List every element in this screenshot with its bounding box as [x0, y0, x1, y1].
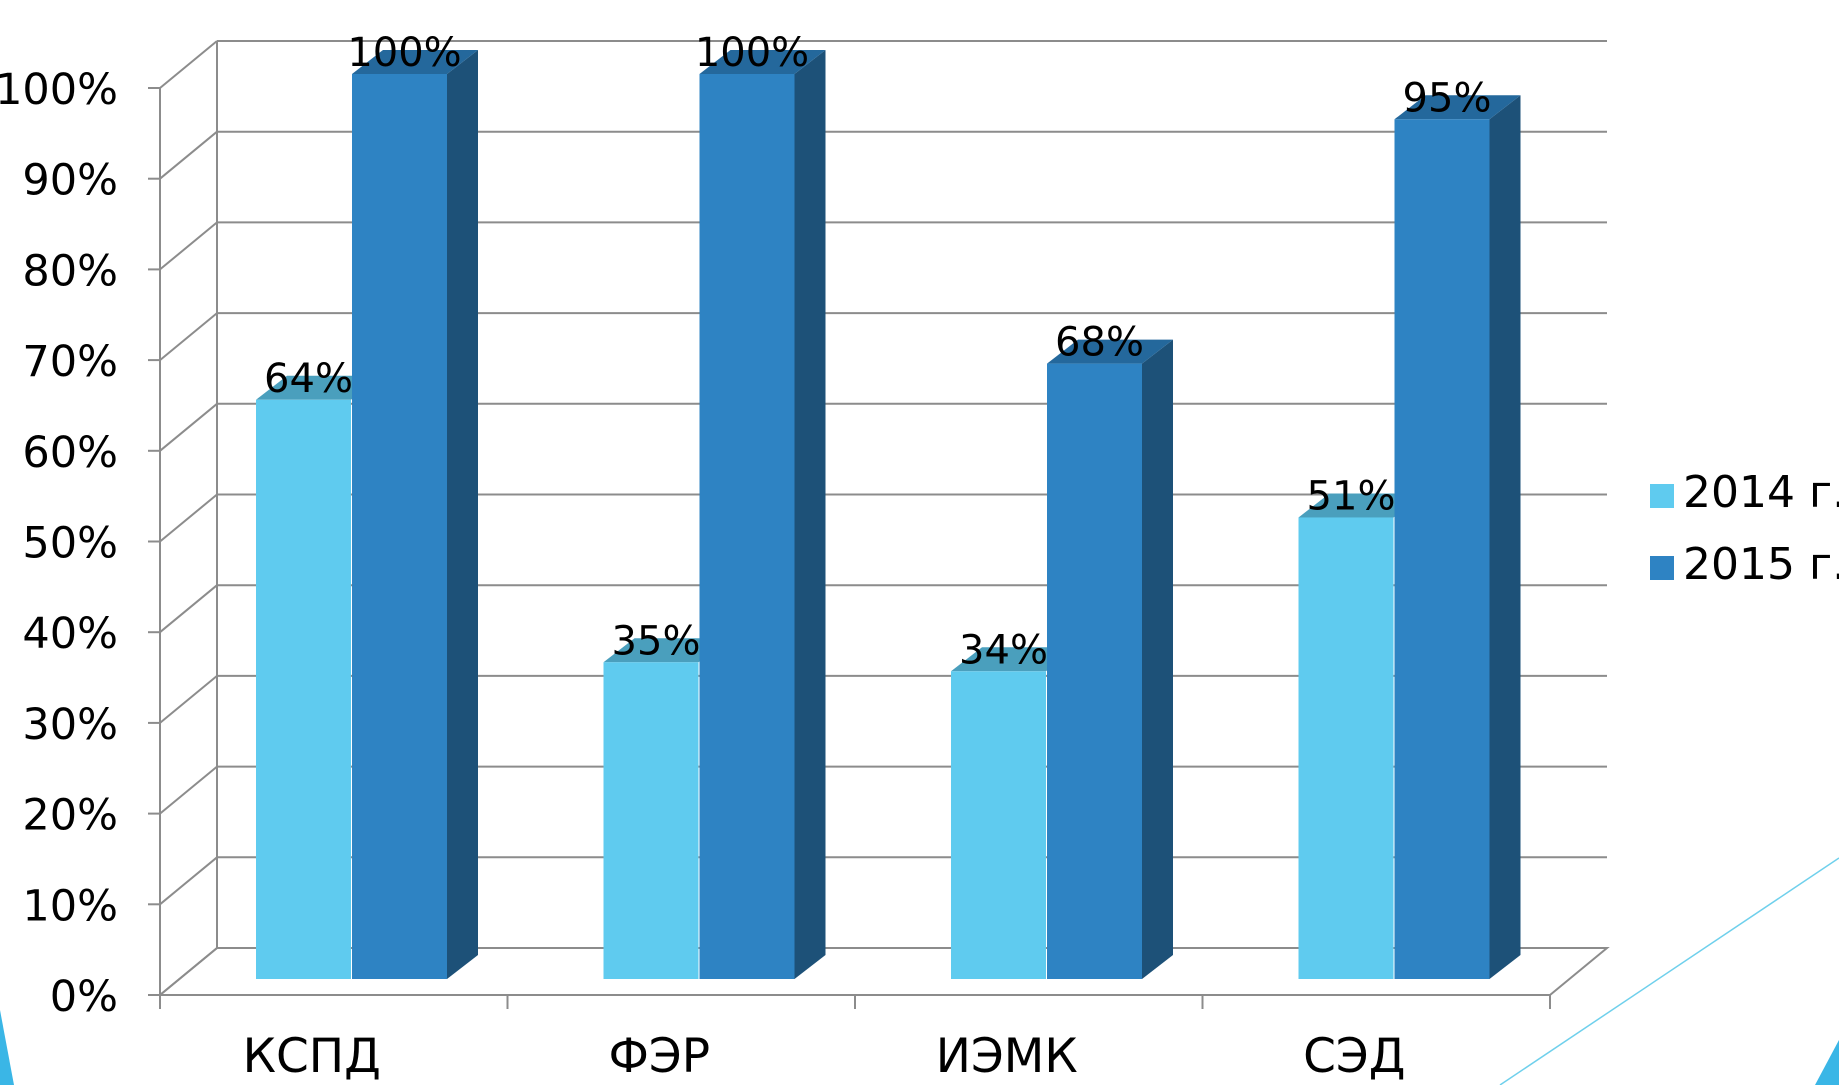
bar-top [1298, 493, 1425, 518]
data-label: 100% [695, 30, 809, 76]
gridline-side [159, 312, 218, 361]
x-tick-label: КСПД [243, 1029, 381, 1084]
data-label: 51% [1307, 473, 1396, 519]
decor-accent-line [1499, 857, 1839, 1085]
x-tick-label: ИЭМК [936, 1029, 1078, 1084]
y-tick-label: 10% [22, 881, 118, 931]
bar [256, 399, 351, 979]
legend-label: 2015 г. [1683, 539, 1839, 590]
gridline-side [159, 221, 218, 271]
gridline-side [159, 130, 218, 180]
gridline-side [159, 493, 218, 543]
bar [1047, 363, 1142, 980]
decor-layer [0, 857, 1839, 1085]
decor-accent-corner-right [1815, 1040, 1839, 1085]
y-tick-label: 100% [0, 65, 118, 115]
bar-top [352, 50, 478, 74]
decor-accent-corner-left [0, 1010, 14, 1085]
legend-swatch [1650, 556, 1674, 580]
y-tick-label: 80% [22, 246, 118, 296]
bar-side [1142, 339, 1173, 980]
y-tick-label: 20% [22, 791, 118, 841]
bar [603, 662, 699, 979]
x-tick-label: СЭД [1303, 1029, 1405, 1084]
data-label: 34% [959, 627, 1048, 673]
bar [699, 74, 795, 979]
x-tick-label: ФЭР [608, 1029, 710, 1084]
bar-top [699, 50, 826, 74]
data-labels: 64% 100% 35% 100% 34% 68% 51% 95% [264, 30, 1491, 673]
bar [1298, 517, 1394, 979]
bar-top [256, 375, 382, 400]
gridline-side [159, 856, 218, 906]
gridline-side [159, 765, 218, 815]
y-tick-label: 50% [22, 519, 118, 569]
data-label: 95% [1403, 75, 1492, 121]
y-tick-label: 0% [50, 972, 118, 1022]
bar [352, 74, 447, 979]
legend-label: 2014 г. [1683, 467, 1839, 518]
bar-top [603, 638, 730, 663]
legend-swatch [1650, 484, 1674, 508]
bar-top [1047, 339, 1173, 364]
data-label: 64% [264, 356, 353, 402]
y-tick-label: 60% [22, 428, 118, 478]
gridline-side [159, 675, 218, 724]
bar-side [794, 50, 826, 979]
y-tick-label: 30% [22, 700, 118, 750]
data-label: 68% [1055, 320, 1144, 366]
gridline-side [159, 584, 218, 633]
data-label: 35% [612, 618, 701, 664]
gridline-side [159, 403, 218, 452]
y-tick-label: 70% [22, 337, 118, 387]
bar-side [1489, 95, 1521, 979]
bar [951, 671, 1046, 979]
bar-top [951, 647, 1077, 672]
bar [1394, 119, 1490, 979]
bar-side [447, 50, 478, 979]
y-tick-label: 40% [22, 609, 118, 659]
data-label: 100% [347, 30, 461, 76]
y-tick-label: 90% [22, 156, 118, 206]
floor-outline [159, 947, 1610, 996]
bar-top [1394, 95, 1521, 120]
bars [256, 50, 1521, 980]
legend: 2014 г. 2015 г. [1650, 467, 1839, 590]
axes: 0% 10% 20% 30% 40% 50% 60% 70% 80% 90% 100% КСПД ФЭР… [0, 65, 1551, 1084]
gridline-side [159, 40, 218, 89]
